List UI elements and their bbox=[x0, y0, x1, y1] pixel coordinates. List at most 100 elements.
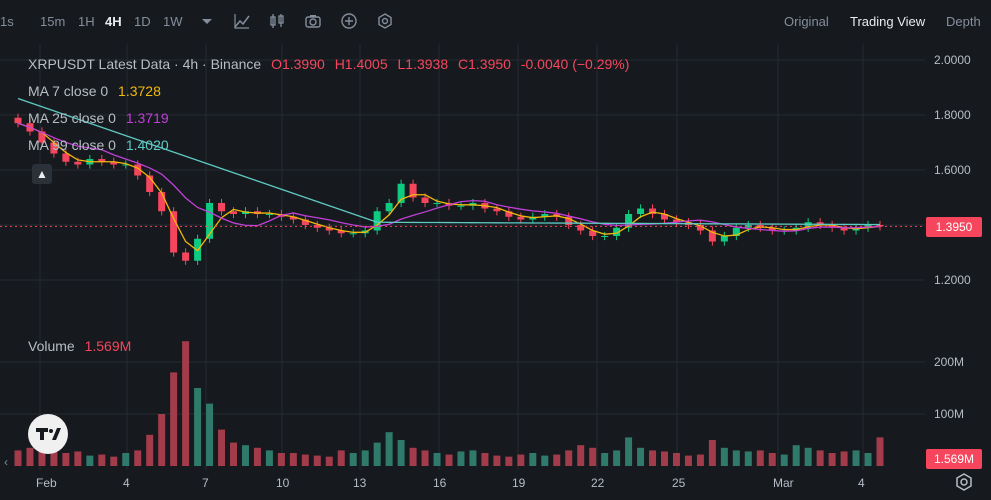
candle-body bbox=[122, 164, 130, 166]
volume-bar bbox=[601, 453, 609, 466]
candle-body bbox=[672, 219, 680, 223]
volume-bar bbox=[194, 388, 202, 466]
volume-bar bbox=[696, 454, 704, 466]
legend-title: XRPUSDT Latest Data · 4h · Binance bbox=[28, 56, 262, 72]
x-axis-label: 4 bbox=[123, 476, 130, 490]
candle-body bbox=[840, 227, 848, 231]
candle-body bbox=[98, 159, 106, 162]
view-trading-view[interactable]: Trading View bbox=[850, 14, 926, 29]
candle-body bbox=[661, 214, 668, 220]
collapse-legend-button[interactable]: ▲ bbox=[32, 164, 52, 184]
volume-bar bbox=[613, 450, 621, 466]
legend-close: C1.3950 bbox=[458, 56, 511, 72]
price-chart[interactable] bbox=[0, 44, 925, 470]
volume-bar bbox=[146, 434, 154, 466]
volume-axis-label: 100M bbox=[934, 407, 965, 421]
candle-body bbox=[708, 230, 716, 242]
legend-ma7-label: MA 7 close 0 bbox=[28, 83, 109, 99]
volume-bar bbox=[445, 454, 453, 466]
volume-bar bbox=[170, 372, 178, 466]
x-axis-label: 4 bbox=[858, 476, 865, 490]
volume-bar bbox=[50, 442, 58, 466]
candle-type-icon[interactable] bbox=[268, 12, 286, 30]
candle-body bbox=[62, 153, 70, 162]
add-icon[interactable] bbox=[340, 12, 358, 30]
candle-body bbox=[768, 227, 776, 231]
volume-bar bbox=[577, 445, 585, 466]
legend-high: H1.4005 bbox=[334, 56, 388, 72]
volume-bar bbox=[230, 442, 237, 466]
volume-bar bbox=[732, 450, 740, 466]
volume-bar bbox=[493, 455, 501, 466]
x-axis-label: 7 bbox=[202, 476, 209, 490]
timeframe-15m[interactable]: 15m bbox=[40, 14, 66, 29]
chevron-down-icon[interactable] bbox=[198, 12, 216, 30]
volume-bar bbox=[218, 429, 226, 466]
view-original[interactable]: Original bbox=[784, 14, 829, 29]
candle-body bbox=[218, 203, 226, 212]
candle-body bbox=[565, 216, 573, 225]
candle-body bbox=[864, 225, 872, 228]
candle-body bbox=[146, 175, 154, 192]
timeframe-4h[interactable]: 4H bbox=[105, 14, 122, 29]
candle-body bbox=[38, 131, 46, 143]
candle-body bbox=[649, 208, 657, 214]
volume-bar bbox=[421, 450, 429, 466]
x-axis-label: 16 bbox=[433, 476, 447, 490]
volume-bar bbox=[289, 453, 297, 466]
view-depth[interactable]: Depth bbox=[946, 14, 981, 29]
volume-bar bbox=[134, 450, 142, 466]
volume-bar bbox=[684, 455, 692, 466]
volume-bar bbox=[589, 447, 597, 466]
volume-bar bbox=[182, 341, 190, 466]
volume-bar bbox=[720, 447, 728, 466]
candle-body bbox=[732, 227, 740, 236]
candle-body bbox=[182, 252, 190, 261]
timeframe-1s[interactable]: 1s bbox=[0, 14, 14, 29]
candle-body bbox=[265, 214, 273, 215]
legend-ma99-label: MA 99 close 0 bbox=[28, 137, 116, 153]
current-price-tag: 1.3950 bbox=[926, 217, 982, 237]
legend-ma7-value: 1.3728 bbox=[118, 83, 161, 99]
legend-ma25: MA 25 close 0 1.3719 bbox=[28, 110, 169, 126]
x-axis-label: Mar bbox=[773, 476, 794, 490]
legend-volume-label: Volume bbox=[28, 338, 75, 354]
volume-bar bbox=[337, 450, 345, 466]
volume-bar bbox=[373, 442, 381, 466]
scroll-left-icon[interactable]: ‹ bbox=[4, 455, 8, 469]
volume-bar bbox=[74, 451, 82, 466]
volume-bar bbox=[672, 453, 680, 466]
camera-icon[interactable] bbox=[304, 12, 322, 30]
candle-body bbox=[230, 211, 237, 214]
current-volume-tag: 1.569M bbox=[926, 449, 982, 469]
candle-body bbox=[337, 230, 345, 234]
candle-body bbox=[744, 225, 752, 228]
candle-body bbox=[577, 225, 585, 231]
timeframe-1w[interactable]: 1W bbox=[163, 14, 183, 29]
volume-bar bbox=[265, 450, 273, 466]
volume-bar bbox=[792, 445, 800, 466]
volume-bar bbox=[385, 432, 393, 466]
timeframe-1h[interactable]: 1H bbox=[78, 14, 95, 29]
price-axis-label: 1.8000 bbox=[934, 108, 971, 122]
candle-body bbox=[50, 142, 58, 154]
volume-bar bbox=[864, 453, 872, 466]
volume-bar bbox=[397, 440, 405, 466]
candle-body bbox=[170, 211, 178, 253]
candle-body bbox=[720, 236, 728, 242]
tradingview-logo-icon bbox=[36, 428, 61, 440]
timeframe-1d[interactable]: 1D bbox=[134, 14, 151, 29]
indicator-icon[interactable] bbox=[233, 12, 251, 30]
legend-ma25-label: MA 25 close 0 bbox=[28, 110, 116, 126]
chart-settings-icon[interactable] bbox=[954, 472, 974, 492]
settings-icon[interactable] bbox=[376, 12, 394, 30]
volume-bar bbox=[625, 437, 633, 466]
volume-bar bbox=[768, 453, 776, 466]
volume-bar bbox=[840, 451, 848, 466]
x-axis-label: 10 bbox=[276, 476, 290, 490]
candle-body bbox=[517, 216, 525, 220]
volume-bar bbox=[553, 454, 561, 466]
legend-ma99: MA 99 close 0 1.4020 bbox=[28, 137, 169, 153]
volume-bar bbox=[253, 447, 261, 466]
volume-bar bbox=[708, 440, 716, 466]
